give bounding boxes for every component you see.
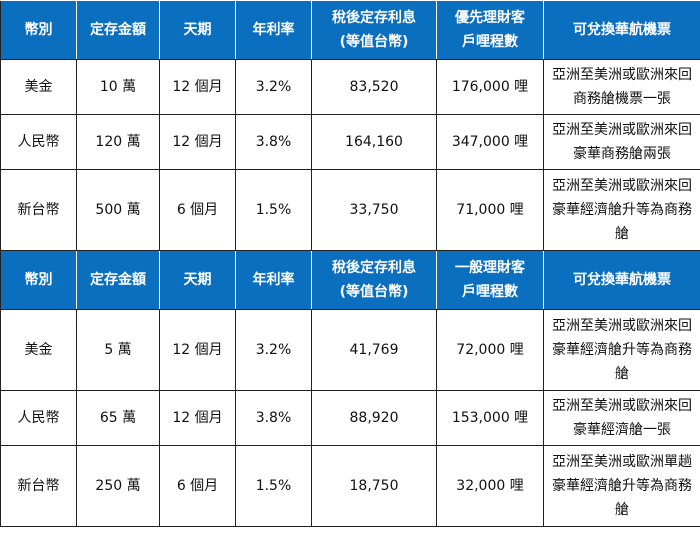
cell-term: 12 個月 — [159, 390, 236, 446]
cell-currency: 美金 — [0, 59, 77, 115]
cell-amount: 250 萬 — [76, 445, 160, 527]
header-miles: 優先理財客 戶哩程數 — [436, 0, 544, 60]
header-ticket: 可兌換華航機票 — [543, 0, 700, 60]
header-term: 天期 — [159, 250, 236, 310]
table-row: 人民幣 120 萬 12 個月 3.8% 164,160 347,000 哩 亞… — [0, 114, 700, 170]
cell-rate: 3.2% — [235, 59, 312, 115]
general-header-row: 幣別 定存金額 天期 年利率 稅後定存利息 (等值台幣) 一般理財客 戶哩程數 … — [0, 250, 700, 310]
cell-miles: 72,000 哩 — [436, 309, 544, 391]
cell-ticket: 亞洲至美洲或歐洲來回豪華經濟艙升等為商務艙 — [543, 169, 700, 251]
header-rate: 年利率 — [235, 0, 312, 60]
cell-term: 6 個月 — [159, 169, 236, 251]
header-term: 天期 — [159, 0, 236, 60]
cell-ticket: 亞洲至美洲或歐洲來回豪華經濟艙一張 — [543, 390, 700, 446]
cell-interest: 41,769 — [311, 309, 437, 391]
header-currency: 幣別 — [0, 0, 77, 60]
cell-rate: 3.2% — [235, 309, 312, 391]
header-miles: 一般理財客 戶哩程數 — [436, 250, 544, 310]
cell-amount: 500 萬 — [76, 169, 160, 251]
header-rate: 年利率 — [235, 250, 312, 310]
cell-currency: 新台幣 — [0, 445, 77, 527]
table-row: 新台幣 250 萬 6 個月 1.5% 18,750 32,000 哩 亞洲至美… — [0, 445, 700, 527]
cell-rate: 1.5% — [235, 169, 312, 251]
cell-ticket: 亞洲至美洲或歐洲單趟豪華經濟艙升等為商務艙 — [543, 445, 700, 527]
cell-ticket: 亞洲至美洲或歐洲來回豪華經濟艙升等為商務艙 — [543, 309, 700, 391]
cell-currency: 美金 — [0, 309, 77, 391]
cell-amount: 120 萬 — [76, 114, 160, 170]
cell-miles: 32,000 哩 — [436, 445, 544, 527]
header-interest: 稅後定存利息 (等值台幣) — [311, 0, 437, 60]
header-amount: 定存金額 — [76, 250, 160, 310]
cell-currency: 人民幣 — [0, 390, 77, 446]
cell-ticket: 亞洲至美洲或歐洲來回商務艙機票一張 — [543, 59, 700, 115]
cell-rate: 3.8% — [235, 114, 312, 170]
cell-miles: 347,000 哩 — [436, 114, 544, 170]
cell-currency: 人民幣 — [0, 114, 77, 170]
header-amount: 定存金額 — [76, 0, 160, 60]
premium-header-row: 幣別 定存金額 天期 年利率 稅後定存利息 (等值台幣) 優先理財客 戶哩程數 … — [0, 0, 700, 60]
table-row: 新台幣 500 萬 6 個月 1.5% 33,750 71,000 哩 亞洲至美… — [0, 169, 700, 251]
cell-term: 12 個月 — [159, 114, 236, 170]
cell-miles: 71,000 哩 — [436, 169, 544, 251]
cell-ticket: 亞洲至美洲或歐洲來回豪華商務艙兩張 — [543, 114, 700, 170]
cell-interest: 88,920 — [311, 390, 437, 446]
table-row: 人民幣 65 萬 12 個月 3.8% 88,920 153,000 哩 亞洲至… — [0, 390, 700, 446]
miles-comparison-table: 幣別 定存金額 天期 年利率 稅後定存利息 (等值台幣) 優先理財客 戶哩程數 … — [0, 0, 700, 527]
cell-amount: 5 萬 — [76, 309, 160, 391]
cell-miles: 153,000 哩 — [436, 390, 544, 446]
cell-currency: 新台幣 — [0, 169, 77, 251]
cell-term: 6 個月 — [159, 445, 236, 527]
cell-amount: 10 萬 — [76, 59, 160, 115]
header-interest: 稅後定存利息 (等值台幣) — [311, 250, 437, 310]
header-ticket: 可兌換華航機票 — [543, 250, 700, 310]
header-currency: 幣別 — [0, 250, 77, 310]
table-row: 美金 5 萬 12 個月 3.2% 41,769 72,000 哩 亞洲至美洲或… — [0, 309, 700, 391]
cell-amount: 65 萬 — [76, 390, 160, 446]
cell-rate: 3.8% — [235, 390, 312, 446]
cell-term: 12 個月 — [159, 309, 236, 391]
table-row: 美金 10 萬 12 個月 3.2% 83,520 176,000 哩 亞洲至美… — [0, 59, 700, 115]
cell-interest: 18,750 — [311, 445, 437, 527]
cell-rate: 1.5% — [235, 445, 312, 527]
cell-interest: 83,520 — [311, 59, 437, 115]
cell-miles: 176,000 哩 — [436, 59, 544, 115]
cell-interest: 33,750 — [311, 169, 437, 251]
cell-interest: 164,160 — [311, 114, 437, 170]
cell-term: 12 個月 — [159, 59, 236, 115]
